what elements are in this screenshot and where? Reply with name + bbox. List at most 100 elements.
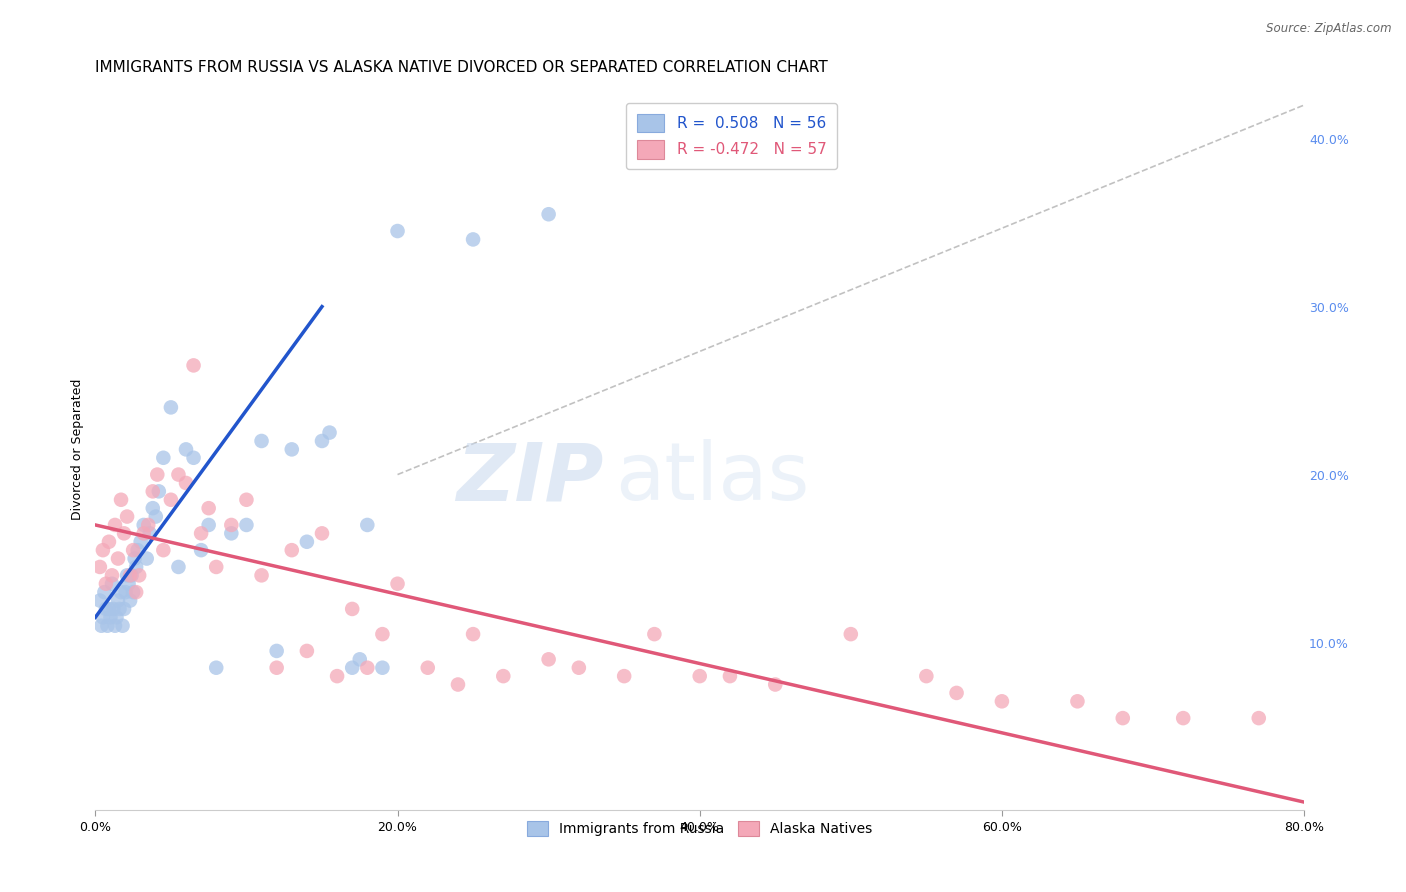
Point: [91, 610, 114, 624]
Point: [94, 576, 117, 591]
Point: [135, 551, 157, 566]
Point: [124, 551, 146, 566]
Point: [96, 618, 118, 632]
Point: [127, 543, 149, 558]
Point: [447, 677, 470, 691]
Point: [295, 644, 318, 658]
Point: [93, 585, 115, 599]
Point: [492, 669, 515, 683]
Point: [142, 484, 165, 499]
Point: [266, 644, 288, 658]
Text: atlas: atlas: [614, 439, 810, 517]
Point: [97, 534, 120, 549]
Point: [139, 526, 162, 541]
Point: [281, 543, 304, 558]
Point: [108, 602, 131, 616]
Point: [100, 610, 122, 624]
Point: [94, 602, 117, 616]
Text: Source: ZipAtlas.com: Source: ZipAtlas.com: [1267, 22, 1392, 36]
Point: [643, 627, 665, 641]
Point: [568, 661, 591, 675]
Point: [190, 526, 212, 541]
Point: [125, 585, 148, 599]
Legend: Immigrants from Russia, Alaska Natives: Immigrants from Russia, Alaska Natives: [520, 814, 879, 843]
Point: [167, 467, 190, 482]
Y-axis label: Divorced or Separated: Divorced or Separated: [72, 379, 84, 520]
Point: [97, 602, 120, 616]
Point: [197, 501, 219, 516]
Point: [104, 518, 127, 533]
Point: [101, 576, 124, 591]
Point: [121, 568, 143, 582]
Point: [342, 661, 364, 675]
Point: [295, 534, 318, 549]
Point: [387, 576, 409, 591]
Point: [250, 568, 273, 582]
Point: [387, 224, 409, 238]
Point: [89, 593, 111, 607]
Point: [349, 652, 371, 666]
Point: [174, 442, 197, 457]
Point: [142, 501, 165, 516]
Point: [266, 661, 288, 675]
Point: [110, 585, 132, 599]
Point: [112, 602, 135, 616]
Point: [136, 518, 159, 533]
Point: [326, 669, 349, 683]
Point: [1112, 711, 1135, 725]
Point: [146, 467, 169, 482]
Point: [111, 618, 134, 632]
Point: [125, 560, 148, 574]
Point: [90, 618, 112, 632]
Point: [1247, 711, 1270, 725]
Point: [145, 509, 167, 524]
Point: [763, 677, 786, 691]
Point: [945, 686, 967, 700]
Point: [537, 652, 560, 666]
Point: [190, 543, 212, 558]
Point: [718, 669, 741, 683]
Point: [122, 543, 145, 558]
Point: [117, 576, 139, 591]
Point: [115, 568, 138, 582]
Point: [132, 526, 155, 541]
Point: [221, 518, 243, 533]
Point: [105, 610, 128, 624]
Point: [461, 627, 484, 641]
Point: [101, 568, 124, 582]
Point: [122, 585, 145, 599]
Point: [167, 560, 190, 574]
Point: [103, 602, 125, 616]
Point: [115, 509, 138, 524]
Point: [342, 602, 364, 616]
Point: [132, 518, 155, 533]
Point: [91, 543, 114, 558]
Point: [107, 593, 129, 607]
Point: [235, 492, 257, 507]
Point: [120, 593, 142, 607]
Point: [461, 232, 484, 246]
Point: [183, 359, 205, 373]
Point: [1066, 694, 1088, 708]
Point: [160, 492, 183, 507]
Point: [356, 661, 378, 675]
Point: [183, 450, 205, 465]
Point: [371, 627, 394, 641]
Point: [128, 568, 150, 582]
Point: [174, 475, 197, 490]
Point: [416, 661, 439, 675]
Point: [112, 526, 135, 541]
Point: [148, 484, 170, 499]
Point: [89, 560, 111, 574]
Point: [915, 669, 938, 683]
Point: [235, 518, 257, 533]
Point: [110, 492, 132, 507]
Point: [318, 425, 340, 440]
Point: [152, 543, 174, 558]
Point: [613, 669, 636, 683]
Point: [152, 450, 174, 465]
Point: [250, 434, 273, 448]
Point: [205, 661, 228, 675]
Point: [197, 518, 219, 533]
Point: [991, 694, 1014, 708]
